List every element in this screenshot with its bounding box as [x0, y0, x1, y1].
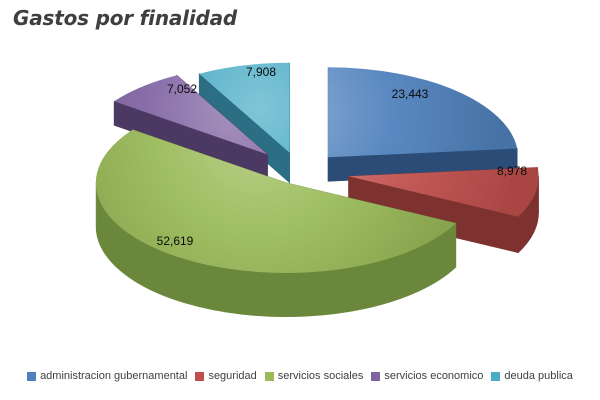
- legend-item-servicios-sociales: servicios sociales: [264, 370, 364, 382]
- chart-title: Gastos por finalidad: [13, 6, 237, 30]
- legend-swatch-deuda-publica: [491, 372, 501, 381]
- pie-slice-servicios-sociales: [95, 129, 457, 317]
- legend-swatch-servicios-economico: [371, 372, 381, 381]
- data-label-servicios-economico: 7,052: [167, 82, 197, 96]
- pie-slice-administracion-gubernamental: [327, 67, 518, 182]
- data-label-servicios-sociales: 52,619: [157, 234, 194, 248]
- legend-item-servicios-economico: servicios economico: [371, 371, 483, 382]
- pie-slice-seguridad: [348, 167, 539, 254]
- legend-label: deuda publica: [504, 370, 573, 382]
- legend-label: seguridad: [208, 370, 257, 382]
- legend-label: administracion gubernamental: [40, 370, 188, 382]
- chart-legend: administracion gubernamental seguridad ser…: [0, 371, 600, 382]
- legend-label: servicios economico: [384, 370, 484, 382]
- data-label-seguridad: 8,978: [497, 164, 527, 178]
- legend-label: servicios sociales: [277, 370, 364, 382]
- pie-slice-servicios-economico: [113, 74, 268, 180]
- data-label-administracion-gubernamental: 23,443: [392, 87, 429, 101]
- legend-swatch-servicios-sociales: [264, 372, 274, 381]
- legend-item-deuda-publica: deuda publica: [491, 371, 573, 382]
- legend-item-seguridad: seguridad: [195, 370, 257, 382]
- legend-swatch-administracion-gubernamental: [27, 372, 37, 381]
- legend-swatch-seguridad: [195, 372, 205, 381]
- data-label-deuda-publica: 7,908: [246, 65, 276, 79]
- legend-item-administracion-gubernamental: administracion gubernamental: [27, 371, 187, 382]
